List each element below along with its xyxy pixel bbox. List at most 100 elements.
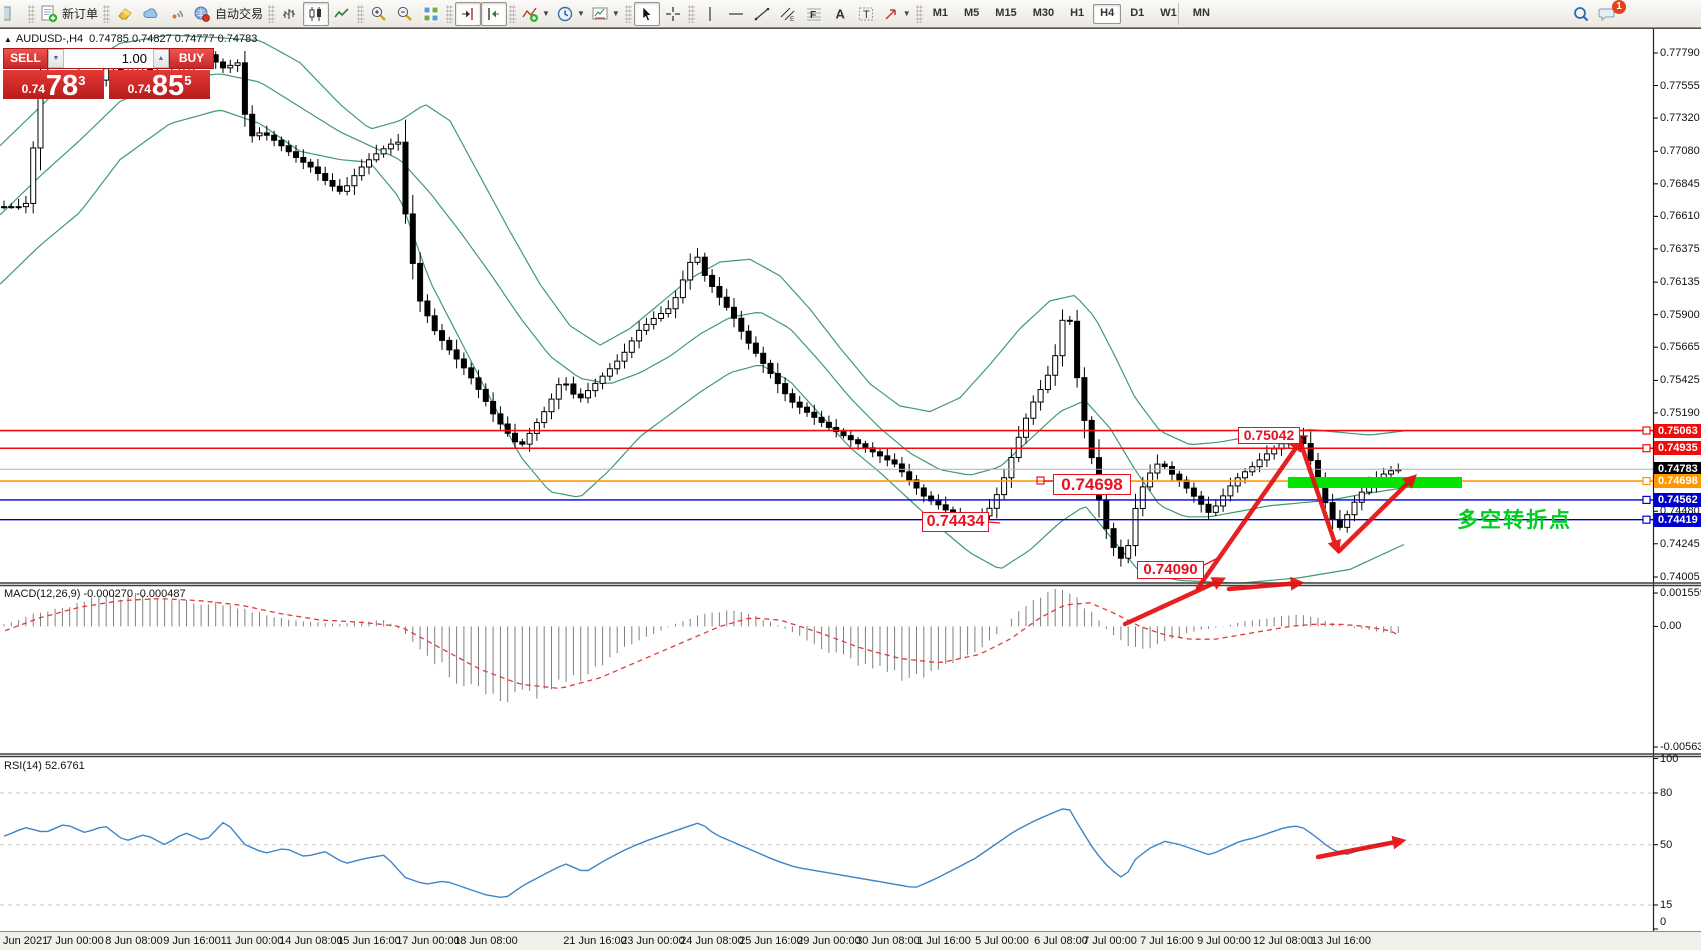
buy-button[interactable]: BUY [169, 48, 214, 69]
symbol-period: AUDUSD-,H4 [15, 33, 84, 45]
rsi-tick: 0 [1660, 916, 1667, 928]
price-tick: 0.76610 [1660, 210, 1700, 223]
price-line-label: 0.75063 [1654, 423, 1701, 438]
search-button[interactable] [1568, 2, 1594, 26]
price-callout[interactable]: 0.74090 [1137, 561, 1204, 579]
price-tick: 0.75900 [1660, 308, 1700, 321]
timeframe-H4[interactable]: H4 [1093, 3, 1122, 24]
dropdown-arrow-icon[interactable]: ▼ [576, 9, 585, 18]
time-label: 24 Jun 08:00 [680, 935, 744, 947]
linechart-icon [334, 7, 349, 17]
ask-price-prefix: 0.74 [127, 82, 151, 96]
timeframe-M5[interactable]: M5 [964, 6, 980, 19]
timeframe-M15[interactable]: M15 [995, 6, 1017, 19]
trendline-button[interactable] [749, 2, 775, 26]
trend-arrow [1315, 835, 1407, 860]
volume-input[interactable] [64, 49, 153, 68]
bid-price-prefix: 0.74 [21, 82, 45, 96]
crosshair-button[interactable] [660, 2, 686, 26]
bars-icon [283, 8, 296, 19]
zoom-out-icon [397, 6, 412, 21]
zoom-in-button[interactable] [366, 2, 392, 26]
indicators-button[interactable]: ▼ [518, 2, 553, 26]
time-label: Jun 2021 [3, 935, 49, 947]
trend-arrow [1298, 441, 1341, 555]
volume-down-button[interactable]: ▼ [48, 49, 64, 68]
timeframe-M1[interactable]: M1 [932, 6, 948, 19]
ask-price-pip: 5 [184, 73, 192, 88]
candlestick-chart-button[interactable] [303, 1, 330, 26]
bid-price-pip: 3 [78, 73, 86, 88]
zoom-out-button[interactable] [392, 2, 418, 26]
fibo-icon: F [806, 8, 821, 21]
timeframe-D1[interactable]: D1 [1130, 6, 1145, 19]
dropdown-arrow-icon[interactable]: ▼ [902, 9, 911, 18]
horizontal-line-button[interactable] [723, 2, 749, 26]
signals-button[interactable] [164, 2, 190, 26]
notification-badge: 1 [1612, 0, 1626, 14]
time-label: 11 Jun 00:00 [220, 935, 284, 947]
styler-button[interactable] [112, 2, 138, 26]
bid-price[interactable]: 0.74 78 3 [3, 70, 104, 101]
templates-button[interactable]: ▼ [588, 2, 623, 26]
text-label-button[interactable]: T [853, 2, 879, 26]
sell-button[interactable]: SELL [3, 48, 48, 69]
tile-windows-button[interactable] [418, 2, 444, 26]
zoom-in-icon [371, 6, 386, 21]
search-icon [1574, 7, 1589, 22]
notifications-button[interactable]: 1 [1594, 0, 1626, 26]
auto-trading-button[interactable]: 自动交易 [190, 2, 266, 26]
toolbar-grip [28, 4, 35, 23]
timeframe-MN[interactable]: MN [1192, 6, 1210, 19]
bar-chart-button[interactable] [277, 2, 303, 26]
chart-shift-button[interactable] [455, 1, 482, 26]
chart-title: ▲ AUDUSD-,H4 0.74785 0.74827 0.74777 0.747… [4, 33, 263, 45]
vertical-line-button[interactable] [697, 2, 723, 26]
volume-up-button[interactable]: ▲ [153, 49, 169, 68]
ask-price[interactable]: 0.74 85 5 [109, 70, 210, 101]
timeframe-W1[interactable]: W1 [1160, 6, 1177, 19]
cursor-button[interactable] [633, 1, 660, 26]
clipped-icon[interactable] [0, 2, 26, 26]
dropdown-arrow-icon[interactable]: ▼ [611, 9, 620, 18]
svg-text:F: F [810, 10, 816, 21]
price-callout[interactable]: 0.74698 [1053, 474, 1131, 495]
mql5-cloud-button[interactable] [138, 2, 164, 26]
new-order-button-label: 新订单 [62, 7, 99, 21]
new-order-button[interactable]: 新订单 [37, 2, 101, 26]
line-chart-button[interactable] [329, 2, 355, 26]
toolbar-grip [357, 4, 365, 23]
collapse-panel-icon[interactable]: ▲ [4, 35, 12, 44]
clock-icon [557, 6, 573, 21]
rsi-tick: 80 [1660, 787, 1673, 799]
price-callout[interactable]: 0.74434 [922, 512, 989, 532]
time-axis[interactable]: Jun 2021 7 Jun 00:00 8 Jun 08:00 9 Jun 16:0… [0, 931, 1701, 950]
time-label: 1 Jul 16:00 [917, 935, 971, 947]
indicator-add-icon [522, 7, 539, 22]
price-tick: 0.76845 [1660, 177, 1700, 190]
time-label: 7 Jul 00:00 [1083, 935, 1137, 947]
timeframe-H1[interactable]: H1 [1070, 6, 1085, 19]
price-tick: 0.76375 [1660, 242, 1700, 255]
timeframe-M30[interactable]: M30 [1032, 6, 1055, 19]
crosshair-icon [665, 6, 680, 21]
price-line-label: 0.74562 [1654, 492, 1701, 507]
text-button[interactable]: A [827, 2, 853, 26]
arrows-icon [885, 8, 896, 20]
auto-scroll-button[interactable] [481, 1, 508, 26]
arrows-button[interactable]: ▼ [879, 2, 914, 26]
toolbar: 新订单 自动交易 ▼ ▼ ▼ E F A T ▼ M1 M5 M15 M30 H1 H4 D1 W1 MN 1 [0, 0, 1701, 29]
periods-button[interactable]: ▼ [553, 2, 588, 26]
price-callout[interactable]: 0.75042 [1238, 427, 1300, 444]
trend-arrow [1336, 474, 1417, 554]
time-label: 13 Jul 16:00 [1311, 935, 1371, 947]
dropdown-arrow-icon[interactable]: ▼ [542, 9, 550, 18]
price-line-label: 0.74698 [1654, 474, 1701, 489]
fibonacci-button[interactable]: F [801, 2, 827, 26]
template-icon [592, 7, 608, 19]
equidistant-channel-button[interactable]: E [775, 2, 801, 26]
trendline-icon [754, 7, 770, 20]
rsi-tick: 50 [1660, 838, 1673, 851]
price-tick: 0.75190 [1660, 406, 1700, 419]
time-label: 15 Jun 16:00 [337, 935, 401, 947]
